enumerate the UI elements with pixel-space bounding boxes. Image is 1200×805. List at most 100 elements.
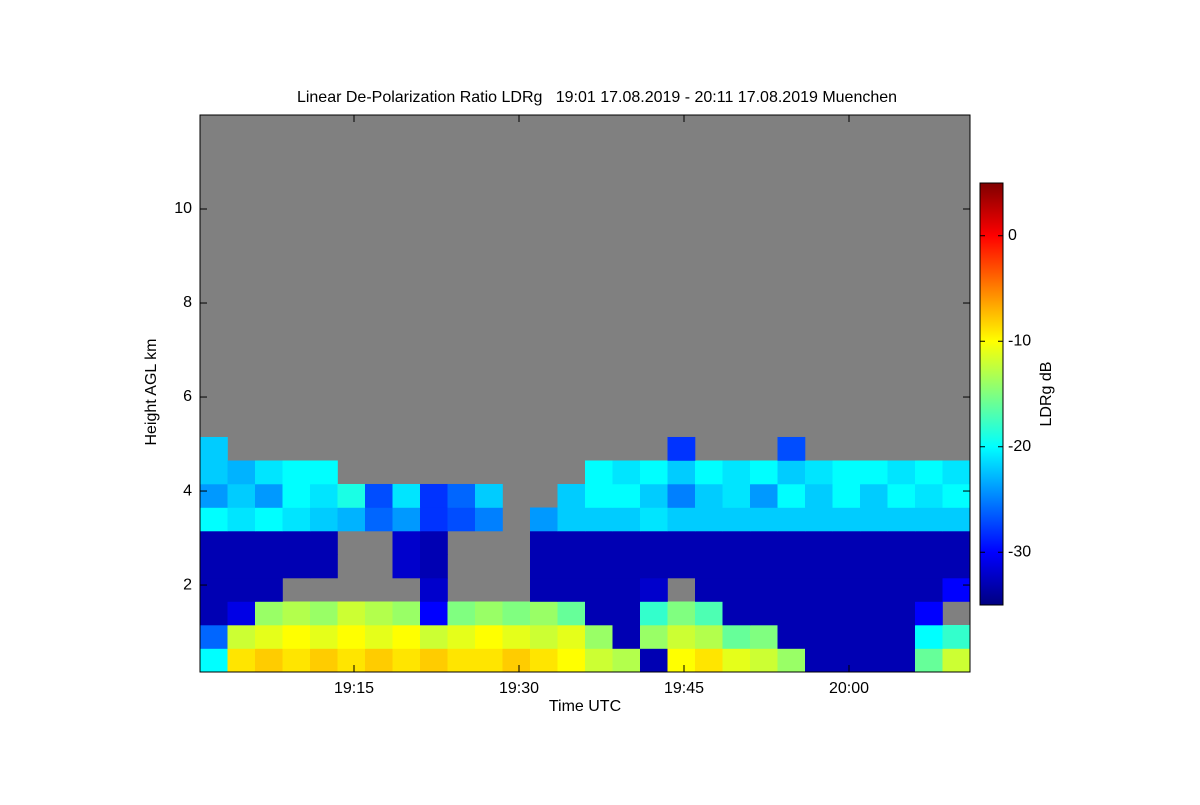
heatmap-cell	[255, 577, 283, 602]
heatmap-cell	[310, 601, 338, 626]
heatmap-cell	[667, 483, 696, 508]
heatmap-cell	[695, 483, 723, 508]
heatmap-cell	[612, 554, 641, 579]
heatmap-cell	[447, 507, 476, 532]
heatmap-cell	[860, 648, 888, 673]
heatmap-cell	[832, 483, 861, 508]
heatmap-cell	[640, 577, 668, 602]
heatmap-cell	[392, 530, 421, 555]
heatmap-cell	[282, 601, 311, 626]
heatmap-cell	[392, 624, 421, 649]
y-axis-label: Height AGL km	[143, 338, 160, 445]
heatmap-cell	[585, 554, 613, 579]
heatmap-cell	[777, 577, 806, 602]
heatmap-cell	[200, 577, 228, 602]
colorbar-tick-label: -10	[1008, 332, 1031, 349]
heatmap-cell	[640, 648, 668, 673]
heatmap-cell	[860, 483, 888, 508]
heatmap-cell	[667, 624, 696, 649]
heatmap-cell	[585, 460, 613, 485]
x-tick-label: 19:30	[499, 680, 539, 697]
heatmap-cell	[777, 530, 806, 555]
heatmap-cell	[255, 507, 283, 532]
heatmap-cell	[860, 507, 888, 532]
heatmap-cell	[750, 601, 778, 626]
heatmap-cell	[805, 554, 833, 579]
heatmap-cell	[475, 648, 503, 673]
heatmap-cell	[887, 483, 916, 508]
heatmap-cell	[777, 648, 806, 673]
heatmap-cell	[750, 483, 778, 508]
heatmap-cell	[255, 530, 283, 555]
heatmap-cell	[695, 624, 723, 649]
heatmap-cell	[887, 460, 916, 485]
colorbar-label: LDRg dB	[1038, 362, 1055, 427]
x-tick-label: 19:45	[664, 680, 704, 697]
heatmap-cell	[915, 460, 943, 485]
heatmap-cell	[200, 436, 228, 461]
heatmap-cell	[447, 483, 476, 508]
heatmap-cell	[750, 460, 778, 485]
heatmap-cell	[695, 648, 723, 673]
heatmap-cell	[310, 624, 338, 649]
heatmap-cell	[200, 624, 228, 649]
heatmap-cell	[860, 624, 888, 649]
heatmap-cell	[282, 530, 311, 555]
heatmap-cell	[557, 530, 586, 555]
heatmap-cell	[667, 601, 696, 626]
heatmap-cell	[612, 507, 641, 532]
heatmap-cell	[200, 483, 228, 508]
heatmap-cell	[805, 601, 833, 626]
heatmap-cell	[255, 554, 283, 579]
heatmap-cell	[612, 483, 641, 508]
heatmap-cell	[722, 577, 751, 602]
heatmap-cell	[227, 624, 256, 649]
heatmap-cell	[915, 554, 943, 579]
heatmap-cell	[310, 507, 338, 532]
heatmap-cell	[942, 624, 971, 649]
heatmap-cell	[942, 507, 971, 532]
colorbar-tick-label: -20	[1008, 438, 1031, 455]
heatmap-cell	[915, 577, 943, 602]
heatmap-cell	[227, 601, 256, 626]
heatmap-cell	[750, 577, 778, 602]
heatmap-cell	[420, 507, 448, 532]
y-tick-label: 8	[183, 294, 192, 311]
colorbar-tick-label: -30	[1008, 543, 1031, 560]
heatmap-cell	[227, 554, 256, 579]
heatmap-cell	[612, 648, 641, 673]
heatmap-cell	[832, 554, 861, 579]
heatmap-cell	[915, 530, 943, 555]
heatmap-cell	[695, 554, 723, 579]
heatmap-cell	[227, 530, 256, 555]
heatmap-cell	[420, 577, 448, 602]
heatmap-cell	[942, 648, 971, 673]
heatmap-cell	[805, 530, 833, 555]
y-tick-label: 2	[183, 576, 192, 593]
heatmap-cell	[227, 577, 256, 602]
heatmap-cell	[887, 577, 916, 602]
heatmap-cell	[915, 648, 943, 673]
heatmap-cell	[640, 530, 668, 555]
heatmap-cell	[640, 460, 668, 485]
heatmap-cell	[420, 554, 448, 579]
heatmap-cell	[557, 507, 586, 532]
heatmap-cell	[420, 624, 448, 649]
heatmap-cell	[282, 483, 311, 508]
heatmap-cell	[887, 624, 916, 649]
heatmap-cell	[255, 483, 283, 508]
heatmap-cell	[750, 507, 778, 532]
heatmap-cell	[695, 577, 723, 602]
heatmap-cell	[667, 554, 696, 579]
heatmap-cell	[557, 554, 586, 579]
y-tick-label: 4	[183, 482, 192, 499]
heatmap-cell	[887, 554, 916, 579]
heatmap-cell	[392, 601, 421, 626]
heatmap-cell	[915, 507, 943, 532]
heatmap-cell	[530, 648, 558, 673]
colorbar	[979, 182, 1004, 606]
heatmap-cell	[750, 624, 778, 649]
heatmap-cell	[365, 483, 393, 508]
heatmap-cell	[420, 648, 448, 673]
